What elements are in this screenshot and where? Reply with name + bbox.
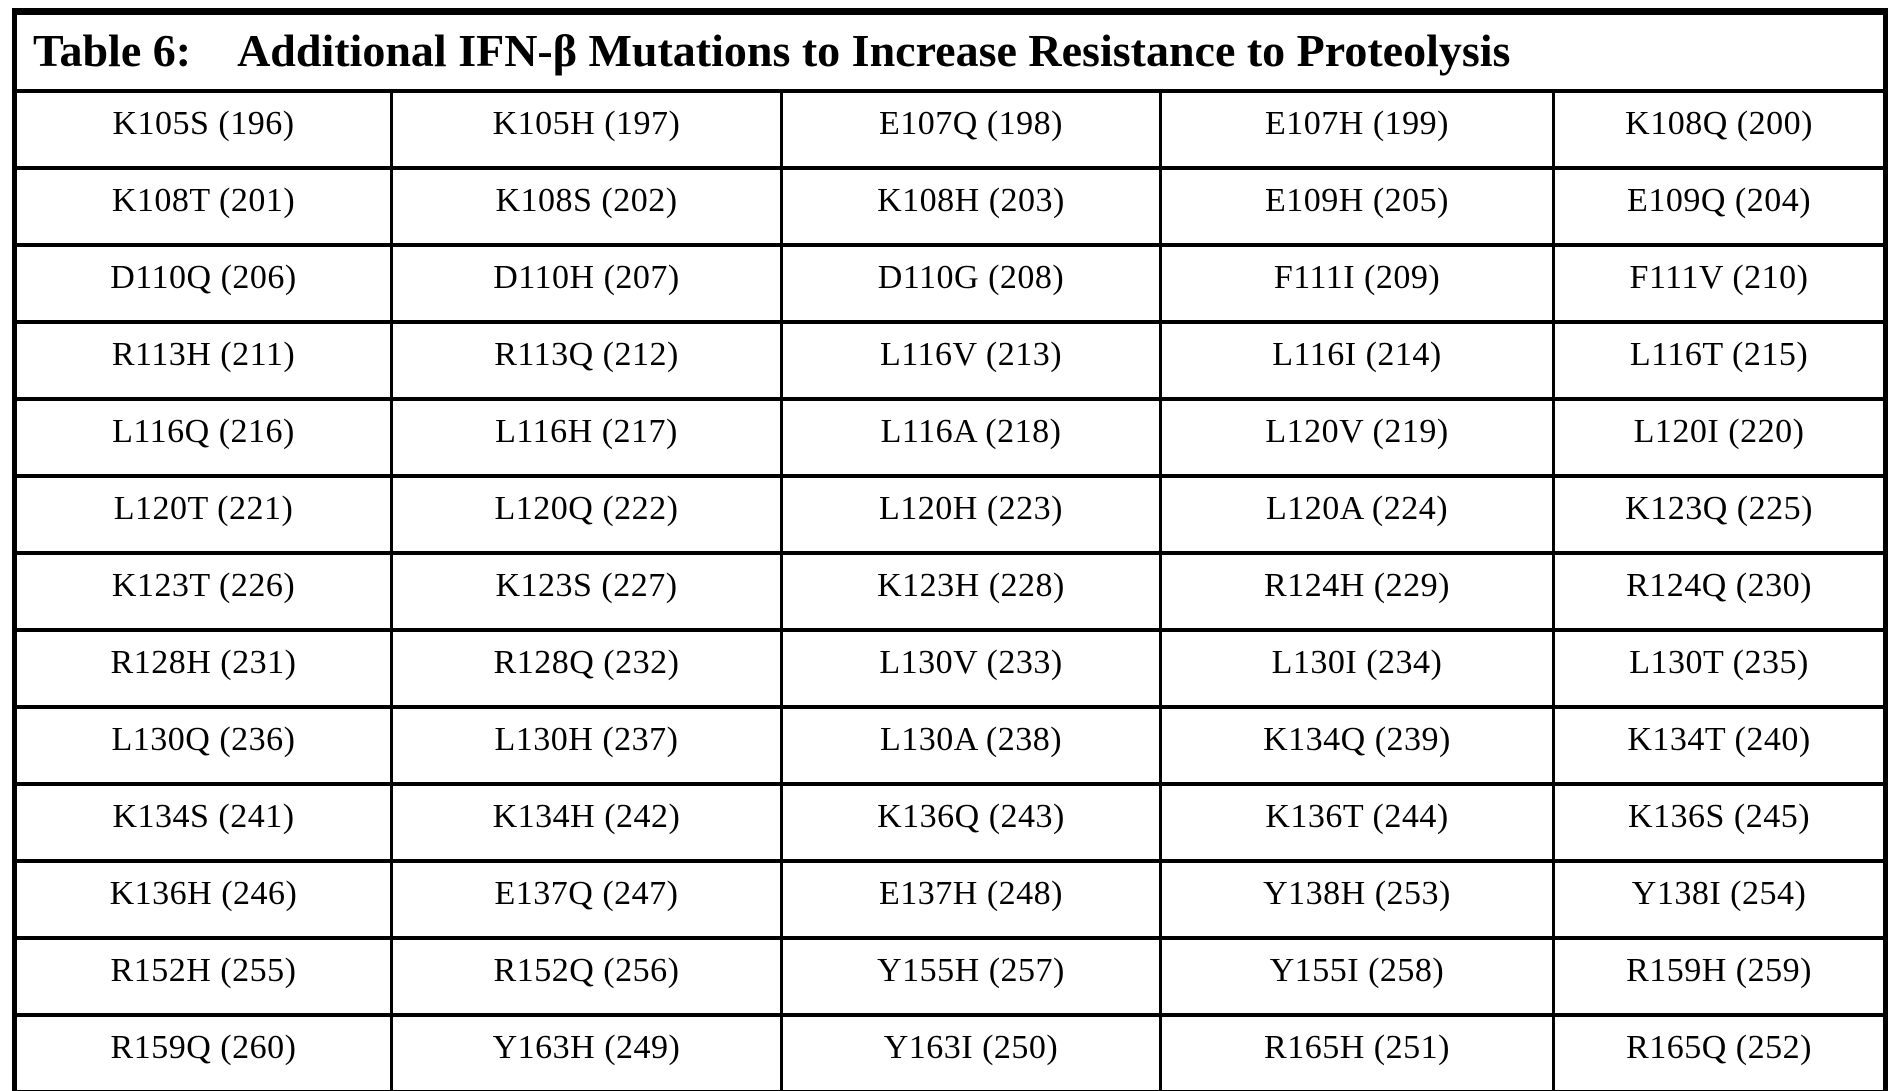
mutation-cell: R124H (229) bbox=[1159, 551, 1555, 632]
mutation-cell: L116V (213) bbox=[780, 320, 1162, 401]
mutation-cell: D110G (208) bbox=[780, 243, 1162, 324]
table-body: K105S (196) K105H (197) E107Q (198) E107H (… bbox=[13, 89, 1888, 1091]
mutation-cell: K123S (227) bbox=[390, 551, 783, 632]
mutation-cell: R113Q (212) bbox=[390, 320, 783, 401]
mutation-cell: K136H (246) bbox=[13, 859, 393, 940]
mutation-cell: R113H (211) bbox=[13, 320, 393, 401]
mutation-cell: K134Q (239) bbox=[1159, 705, 1555, 786]
mutation-cell: E107Q (198) bbox=[780, 89, 1162, 170]
mutation-cell: R159Q (260) bbox=[13, 1013, 393, 1091]
table-row: L116Q (216) L116H (217) L116A (218) L120V (… bbox=[13, 397, 1888, 478]
mutation-cell: Y138I (254) bbox=[1551, 859, 1888, 940]
mutation-cell: E107H (199) bbox=[1159, 89, 1555, 170]
table-row: L120T (221) L120Q (222) L120H (223) L120A (… bbox=[13, 474, 1888, 555]
table-row: K123T (226) K123S (227) K123H (228) R124H (… bbox=[13, 551, 1888, 632]
table-row: K108T (201) K108S (202) K108H (203) E109H (… bbox=[13, 166, 1888, 247]
mutations-table: Table 6: Additional IFN-β Mutations to In… bbox=[12, 8, 1889, 1091]
mutation-cell: L116I (214) bbox=[1159, 320, 1555, 401]
mutation-cell: K108T (201) bbox=[13, 166, 393, 247]
mutation-cell: L130Q (236) bbox=[13, 705, 393, 786]
table-row: D110Q (206) D110H (207) D110G (208) F111I (… bbox=[13, 243, 1888, 324]
mutation-cell: K134S (241) bbox=[13, 782, 393, 863]
mutation-cell: F111V (210) bbox=[1551, 243, 1888, 324]
mutation-cell: F111I (209) bbox=[1159, 243, 1555, 324]
mutation-cell: L116Q (216) bbox=[13, 397, 393, 478]
mutation-cell: R165Q (252) bbox=[1551, 1013, 1888, 1091]
mutation-cell: Y163I (250) bbox=[780, 1013, 1162, 1091]
table-row: R152H (255) R152Q (256) Y155H (257) Y155I (… bbox=[13, 936, 1888, 1017]
mutation-cell: K108Q (200) bbox=[1551, 89, 1888, 170]
table-row: K136H (246) E137Q (247) E137H (248) Y138H (… bbox=[13, 859, 1888, 940]
title-row: Table 6: Additional IFN-β Mutations to In… bbox=[14, 11, 1886, 93]
mutation-cell: E109Q (204) bbox=[1551, 166, 1888, 247]
mutation-cell: R128Q (232) bbox=[390, 628, 783, 709]
table-row: L130Q (236) L130H (237) L130A (238) K134Q (… bbox=[13, 705, 1888, 786]
mutation-cell: L116H (217) bbox=[390, 397, 783, 478]
table-row: K105S (196) K105H (197) E107Q (198) E107H (… bbox=[13, 89, 1888, 170]
table-title-text: Additional IFN-β Mutations to Increase R… bbox=[237, 24, 1511, 76]
mutation-cell: K123H (228) bbox=[780, 551, 1162, 632]
mutation-cell: K105H (197) bbox=[390, 89, 783, 170]
mutation-cell: K123T (226) bbox=[13, 551, 393, 632]
mutation-cell: L120T (221) bbox=[13, 474, 393, 555]
mutation-cell: K134T (240) bbox=[1551, 705, 1888, 786]
mutation-cell: E137H (248) bbox=[780, 859, 1162, 940]
mutation-cell: D110H (207) bbox=[390, 243, 783, 324]
mutation-cell: L130A (238) bbox=[780, 705, 1162, 786]
mutation-cell: K105S (196) bbox=[13, 89, 393, 170]
mutation-cell: R159H (259) bbox=[1551, 936, 1888, 1017]
mutation-cell: Y155I (258) bbox=[1159, 936, 1555, 1017]
mutation-cell: R165H (251) bbox=[1159, 1013, 1555, 1091]
mutation-cell: K108S (202) bbox=[390, 166, 783, 247]
mutation-cell: L120H (223) bbox=[780, 474, 1162, 555]
mutation-cell: L120Q (222) bbox=[390, 474, 783, 555]
mutation-cell: L130T (235) bbox=[1551, 628, 1888, 709]
mutation-cell: E137Q (247) bbox=[390, 859, 783, 940]
mutation-cell: L116A (218) bbox=[780, 397, 1162, 478]
mutation-cell: K123Q (225) bbox=[1551, 474, 1888, 555]
mutation-cell: R128H (231) bbox=[13, 628, 393, 709]
table-row: R113H (211) R113Q (212) L116V (213) L116I (… bbox=[13, 320, 1888, 401]
mutation-cell: R124Q (230) bbox=[1551, 551, 1888, 632]
mutation-cell: K134H (242) bbox=[390, 782, 783, 863]
table-row: K134S (241) K134H (242) K136Q (243) K136T (… bbox=[13, 782, 1888, 863]
mutation-cell: L120A (224) bbox=[1159, 474, 1555, 555]
mutation-cell: L130I (234) bbox=[1159, 628, 1555, 709]
mutation-cell: K108H (203) bbox=[780, 166, 1162, 247]
mutation-cell: R152Q (256) bbox=[390, 936, 783, 1017]
mutation-cell: L130H (237) bbox=[390, 705, 783, 786]
mutation-cell: K136T (244) bbox=[1159, 782, 1555, 863]
table-number-label: Table 6: bbox=[33, 24, 192, 76]
mutation-cell: K136Q (243) bbox=[780, 782, 1162, 863]
table-title: Table 6: Additional IFN-β Mutations to In… bbox=[14, 11, 1886, 93]
mutation-cell: D110Q (206) bbox=[13, 243, 393, 324]
mutation-cell: Y138H (253) bbox=[1159, 859, 1555, 940]
mutation-cell: R152H (255) bbox=[13, 936, 393, 1017]
mutation-cell: E109H (205) bbox=[1159, 166, 1555, 247]
mutation-cell: K136S (245) bbox=[1551, 782, 1888, 863]
mutation-cell: L130V (233) bbox=[780, 628, 1162, 709]
mutation-cell: L116T (215) bbox=[1551, 320, 1888, 401]
mutation-cell: L120V (219) bbox=[1159, 397, 1555, 478]
mutation-cell: L120I (220) bbox=[1551, 397, 1888, 478]
table-row: R128H (231) R128Q (232) L130V (233) L130I (… bbox=[13, 628, 1888, 709]
mutation-cell: Y163H (249) bbox=[390, 1013, 783, 1091]
table-row: R159Q (260) Y163H (249) Y163I (250) R165H (… bbox=[13, 1013, 1888, 1091]
mutation-cell: Y155H (257) bbox=[780, 936, 1162, 1017]
